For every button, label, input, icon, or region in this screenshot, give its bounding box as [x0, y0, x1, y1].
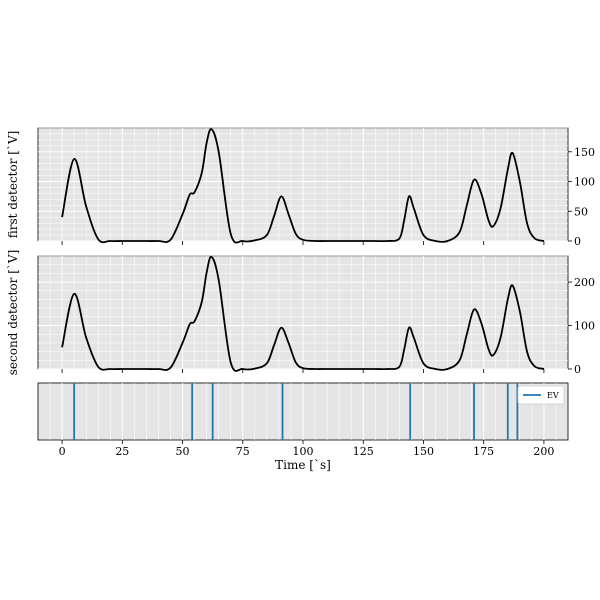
- legend-label-ev: EV: [547, 391, 559, 400]
- ylabel-second-detector: second detector [`V]: [6, 250, 20, 375]
- x-tick-label: 0: [59, 445, 66, 458]
- y-tick-label: 100: [574, 176, 595, 189]
- x-tick-label: 25: [115, 445, 129, 458]
- x-tick-label: 150: [413, 445, 434, 458]
- series-line-first-detector: [61, 128, 545, 244]
- legend: EV: [517, 385, 565, 405]
- panel-events: 0 25 50 75 100 125 150 175 200 Time [`s] EV: [37, 241, 569, 472]
- grid-events: [49, 383, 557, 440]
- y-tick-label: 100: [574, 320, 595, 333]
- y-tick-label: 200: [574, 276, 595, 289]
- x-tick-label: 200: [533, 445, 554, 458]
- x-tick-label: 175: [473, 445, 494, 458]
- y-tick-label: 150: [574, 146, 595, 159]
- xlabel-time: Time [`s]: [275, 458, 331, 472]
- panel-first-detector: 0 50 100 150 first detector [`V]: [6, 127, 595, 248]
- x-tick-label: 125: [353, 445, 374, 458]
- x-tick-label: 50: [176, 445, 190, 458]
- x-tick-label: 75: [236, 445, 250, 458]
- ylabel-first-detector: first detector [`V]: [6, 131, 20, 239]
- y-tick-label: 0: [574, 363, 581, 376]
- x-tick-label: 100: [293, 445, 314, 458]
- event-lines: [73, 383, 519, 440]
- y-ticks-first-detector: 0 50 100 150: [568, 146, 595, 248]
- y-tick-label: 0: [574, 235, 581, 248]
- grid-second-detector: [38, 255, 568, 370]
- y-tick-label: 50: [574, 205, 588, 218]
- panel-second-detector: 0 100 200 second detector [`V]: [6, 250, 595, 376]
- series-line-second-detector: [61, 255, 545, 372]
- y-ticks-second-detector: 0 100 200: [568, 276, 595, 376]
- grid-first-detector: [38, 127, 568, 242]
- x-ticks: 0 25 50 75 100 125 150 175 200: [59, 241, 554, 458]
